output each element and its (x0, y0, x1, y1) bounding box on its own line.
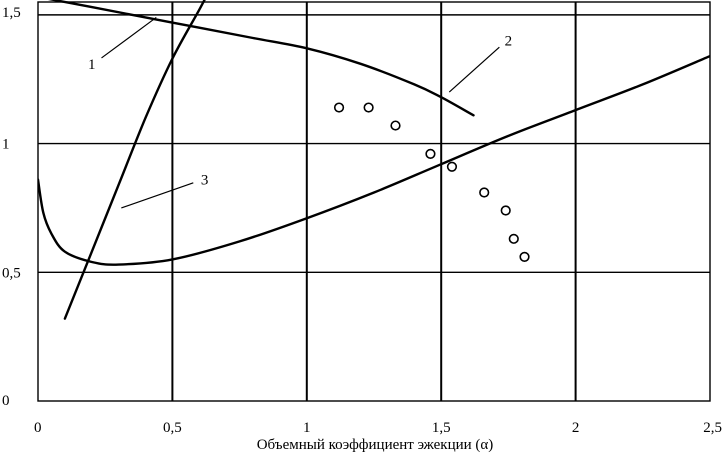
scatter-points (333, 102, 530, 262)
x-tick-label-4: 2 (572, 420, 580, 436)
y-tick-label-0: 0 (2, 393, 10, 409)
data-point-5 (479, 187, 490, 198)
x-axis-label: Объемный коэффициент эжекции (α) (257, 437, 494, 453)
data-point-6 (500, 205, 511, 216)
series-line-1 (63, 0, 206, 320)
series-line-2 (47, 0, 475, 117)
y-tick-label-3: 1,5 (2, 5, 21, 21)
series-line-3 (38, 54, 710, 266)
data-point-3 (425, 148, 436, 159)
x-tick-label-5: 2,5 (703, 420, 722, 436)
plot-frame (37, 1, 711, 402)
data-point-7 (508, 233, 519, 244)
series-group (38, 0, 710, 320)
annotation-label-2: 2 (505, 34, 513, 50)
x-tick-label-2: 1 (303, 420, 311, 436)
data-point-0 (333, 102, 345, 113)
x-tick-label-1: 0,5 (163, 420, 182, 436)
grid (37, 1, 711, 402)
data-point-4 (446, 161, 458, 172)
annotation-leader-3 (121, 182, 194, 209)
annotation-label-3: 3 (201, 173, 209, 189)
annotation-leader-1 (101, 16, 157, 59)
annotation-leader-2 (448, 46, 500, 93)
tick-labels: 0 0,5 1 1,5 2 2,5 0 0,5 1 1,5 (2, 5, 722, 436)
x-tick-label-3: 1,5 (432, 420, 451, 436)
data-point-2 (390, 120, 401, 131)
data-point-8 (519, 251, 530, 262)
y-tick-label-2: 1 (2, 137, 10, 153)
y-tick-label-1: 0,5 (2, 265, 21, 281)
data-point-1 (363, 102, 374, 113)
annotations: 1 2 3 (88, 16, 513, 209)
annotation-label-1: 1 (88, 57, 96, 73)
x-tick-label-0: 0 (34, 420, 42, 436)
